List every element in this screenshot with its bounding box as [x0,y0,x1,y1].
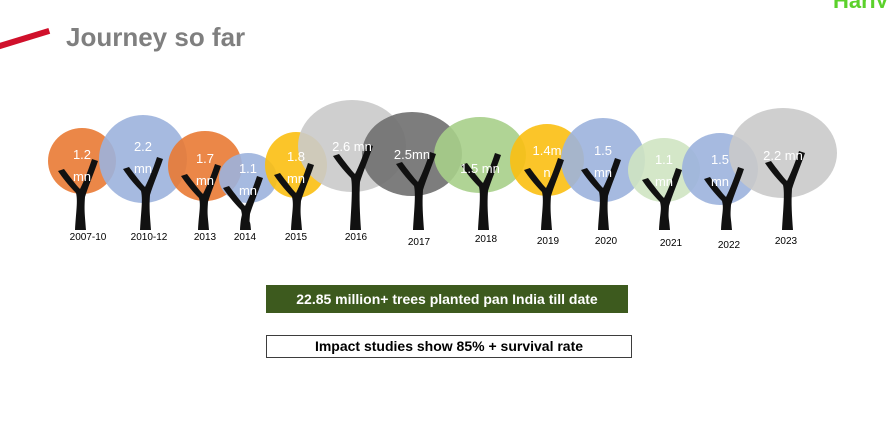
slide-title: Journey so far [66,22,246,52]
tree-value-line1: 1.4m [532,143,562,158]
tree-value-label: 1.1 mn [634,149,694,193]
tree-trunk-icon [581,158,621,230]
tree-value-line2: mn [286,171,306,186]
tree-year-label: 2023 [774,236,798,247]
tree-trunk-icon [123,157,163,230]
tree-canopy-2014 [219,153,277,203]
tree-value-label: 2.5mn [382,144,442,166]
tree-value-line2: mn [133,161,153,176]
tree-value-line1: 2.2 [133,139,153,154]
tree-value-line2: mn [710,174,730,189]
tree-year-label: 2014 [233,232,257,243]
tree-value-line1: 1.1 [238,161,258,176]
brand-logo-fragment: Hariy [818,0,888,8]
tree-trunk-icon [223,176,263,230]
tree-year-label: 2022 [717,240,741,251]
tree-trunk-icon [333,144,373,230]
tree-value-label: 1.5 mn [690,149,750,193]
tree-value-line1: 1.2 [72,147,92,162]
tree-value-line2: mn [654,174,674,189]
tree-value-line2: mn [72,169,92,184]
tree-trunk-icon [642,168,682,230]
tree-canopy-2018 [434,117,526,193]
tree-value-line1: 1.8 [286,149,306,164]
tree-value-label: 2.2 mn [113,136,173,180]
tree-trunk-icon [274,163,314,230]
tree-trunk-icon [461,153,501,230]
tree-year-label: 2020 [594,236,618,247]
tree-value-line1: 2.6 mn [332,139,372,154]
tree-canopy-2017 [362,112,462,196]
tree-value-line2: mn [593,165,613,180]
tree-year-label: 2017 [407,237,431,248]
tree-value-label: 1.2 mn [52,144,112,188]
tree-year-label: 2010-12 [130,232,168,243]
tree-value-label: 1.7 mn [175,148,235,192]
tree-value-line1: 1.1 [654,152,674,167]
tree-canopy-2010-12 [99,115,187,203]
tree-value-line1: 1.7 [195,151,215,166]
tree-value-line1: 2.2 mn [763,148,803,163]
tree-value-line1: 1.5 mn [460,161,500,176]
tree-value-label: 1.4m n [517,140,577,184]
tree-trunk-icon [524,158,564,230]
tree-value-label: 2.2 mn [753,145,813,167]
tree-trunk-icon [765,151,805,230]
tree-value-line2: mn [195,173,215,188]
tree-value-line1: 1.5 [593,143,613,158]
tree-year-label: 2019 [536,236,560,247]
tree-value-label: 1.5 mn [450,158,510,180]
tree-trunk-icon [396,152,436,230]
tree-year-label: 2016 [344,232,368,243]
tree-value-label: 1.8 mn [266,146,326,190]
tree-value-line2: mn [238,183,258,198]
tree-trunk-icon [58,159,98,230]
tree-year-label: 2007-10 [69,232,107,243]
tree-year-label: 2013 [193,232,217,243]
tree-year-label: 2018 [474,234,498,245]
tree-value-line1: 1.5 [710,152,730,167]
trees-planted-banner: 22.85 million+ trees planted pan India t… [266,285,628,313]
brand-logo-text: Hariy [833,0,888,8]
tree-year-label: 2021 [659,238,683,249]
tree-value-label: 2.6 mn [322,136,382,158]
tree-canopy-2021 [628,138,700,202]
tree-value-label: 1.1 mn [218,158,278,202]
tree-year-label: 2015 [284,232,308,243]
tree-value-label: 1.5 mn [573,140,633,184]
tree-canopy-2023 [729,108,837,198]
tree-trunk-icon [181,164,221,230]
tree-value-line1: 2.5mn [393,147,431,162]
survival-rate-box: Impact studies show 85% + survival rate [266,335,632,358]
tree-value-line2: n [543,165,551,180]
tree-trunk-icon [704,167,744,230]
tree-canopy-2020 [561,118,645,202]
